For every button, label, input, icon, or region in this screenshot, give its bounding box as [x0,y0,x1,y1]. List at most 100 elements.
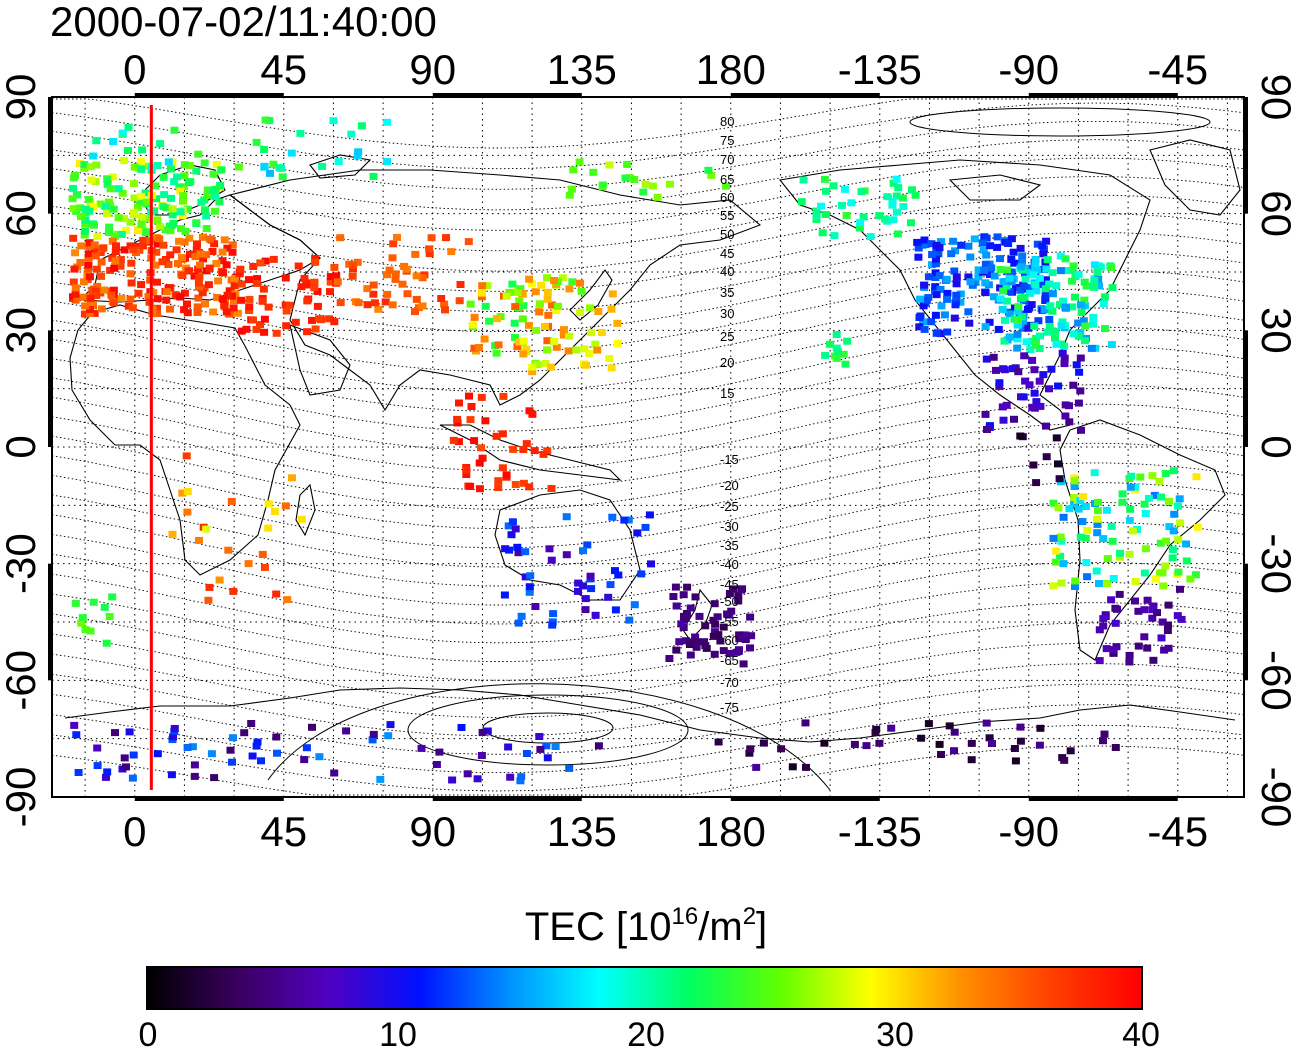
tec-point [105,613,114,620]
tec-point [1030,366,1039,374]
tec-point [562,513,571,521]
tec-point [1036,402,1045,410]
tec-point [1061,401,1070,409]
tec-point [465,392,473,400]
tec-point [1143,644,1152,652]
tec-point [952,273,961,281]
tec-point [137,192,146,200]
timestamp-title: 2000-07-02/11:40:00 [50,0,437,45]
tec-point [739,631,748,639]
tec-point [1076,387,1085,395]
tec-point [932,329,941,337]
tec-point [194,150,203,158]
tec-point [247,720,256,727]
tec-point [177,225,185,233]
tec-point [1033,266,1041,274]
tec-point [203,192,212,199]
contour-line [51,326,1245,412]
tec-point [78,614,87,622]
tec-point [204,281,213,289]
tec-point [536,745,545,753]
tec-point [1164,601,1173,609]
tec-point [999,287,1008,295]
tec-point [671,583,680,591]
tec-point [349,261,358,269]
tec-point [1032,479,1041,487]
tec-point [1155,477,1164,485]
tec-point [209,308,218,316]
tec-point [981,260,990,268]
tec-point [1022,338,1031,346]
tec-point [252,742,261,750]
tec-point [1001,316,1009,324]
tec-point [1174,502,1182,510]
tec-point [300,274,309,282]
tec-point [1056,533,1065,541]
tec-point [995,382,1004,390]
contour-label: 25 [720,329,734,344]
tec-point [565,191,574,199]
tec-point [442,234,450,242]
tec-point [524,321,533,329]
contour-line [51,194,1245,272]
tec-point [329,117,338,125]
tec-point [899,203,908,211]
tec-point [81,626,90,634]
tec-point [956,290,965,298]
tec-point [1156,569,1165,577]
tec-point [91,287,100,295]
tec-point [1103,580,1112,587]
tec-point [228,248,237,256]
tec-point [92,161,101,169]
tec-point [1100,730,1109,738]
tec-point [509,445,518,453]
tec-point [291,318,300,326]
tec-point [686,604,695,612]
tec-point [1074,270,1083,278]
tec-point [418,302,427,310]
tec-point [881,215,890,223]
tec-point [116,262,125,270]
tec-point [184,267,193,275]
tec-point [180,161,189,169]
tec-point [84,254,93,261]
tec-point [200,206,209,214]
colorbar-tick-10: 10 [379,1016,417,1054]
tec-point [1083,573,1092,581]
tec-point [313,302,322,310]
tec-point [974,266,983,274]
tec-point [195,283,203,291]
tec-point [92,137,101,145]
tec-point [982,251,991,259]
tec-point [183,205,192,213]
tec-point [741,636,750,643]
tec-point [179,183,188,191]
tec-point [334,158,343,166]
tec-point [164,261,173,268]
tec-point [1072,361,1081,369]
tec-point [1090,283,1099,291]
tec-point [535,308,544,316]
bottom-axis-tick-label: -45 [1147,808,1208,855]
tec-point [245,307,254,314]
tec-point [325,315,334,323]
contour-label: -55 [720,614,739,629]
tec-point [875,212,884,220]
tec-point [1061,303,1070,311]
top-axis-tick-label: -45 [1147,46,1208,93]
tec-point [173,173,181,181]
tec-point [548,301,556,309]
tec-point [709,632,718,640]
tec-point [215,198,224,206]
tec-point [1016,286,1025,294]
tec-point [951,301,960,309]
tec-point [514,619,523,627]
tec-point [553,302,562,310]
frame-bar-right [1243,330,1248,447]
tec-point [914,253,923,261]
tec-point [478,728,487,736]
tec-point [70,721,79,729]
tec-point [913,238,922,246]
tec-point [625,616,634,624]
tec-point [348,272,357,280]
